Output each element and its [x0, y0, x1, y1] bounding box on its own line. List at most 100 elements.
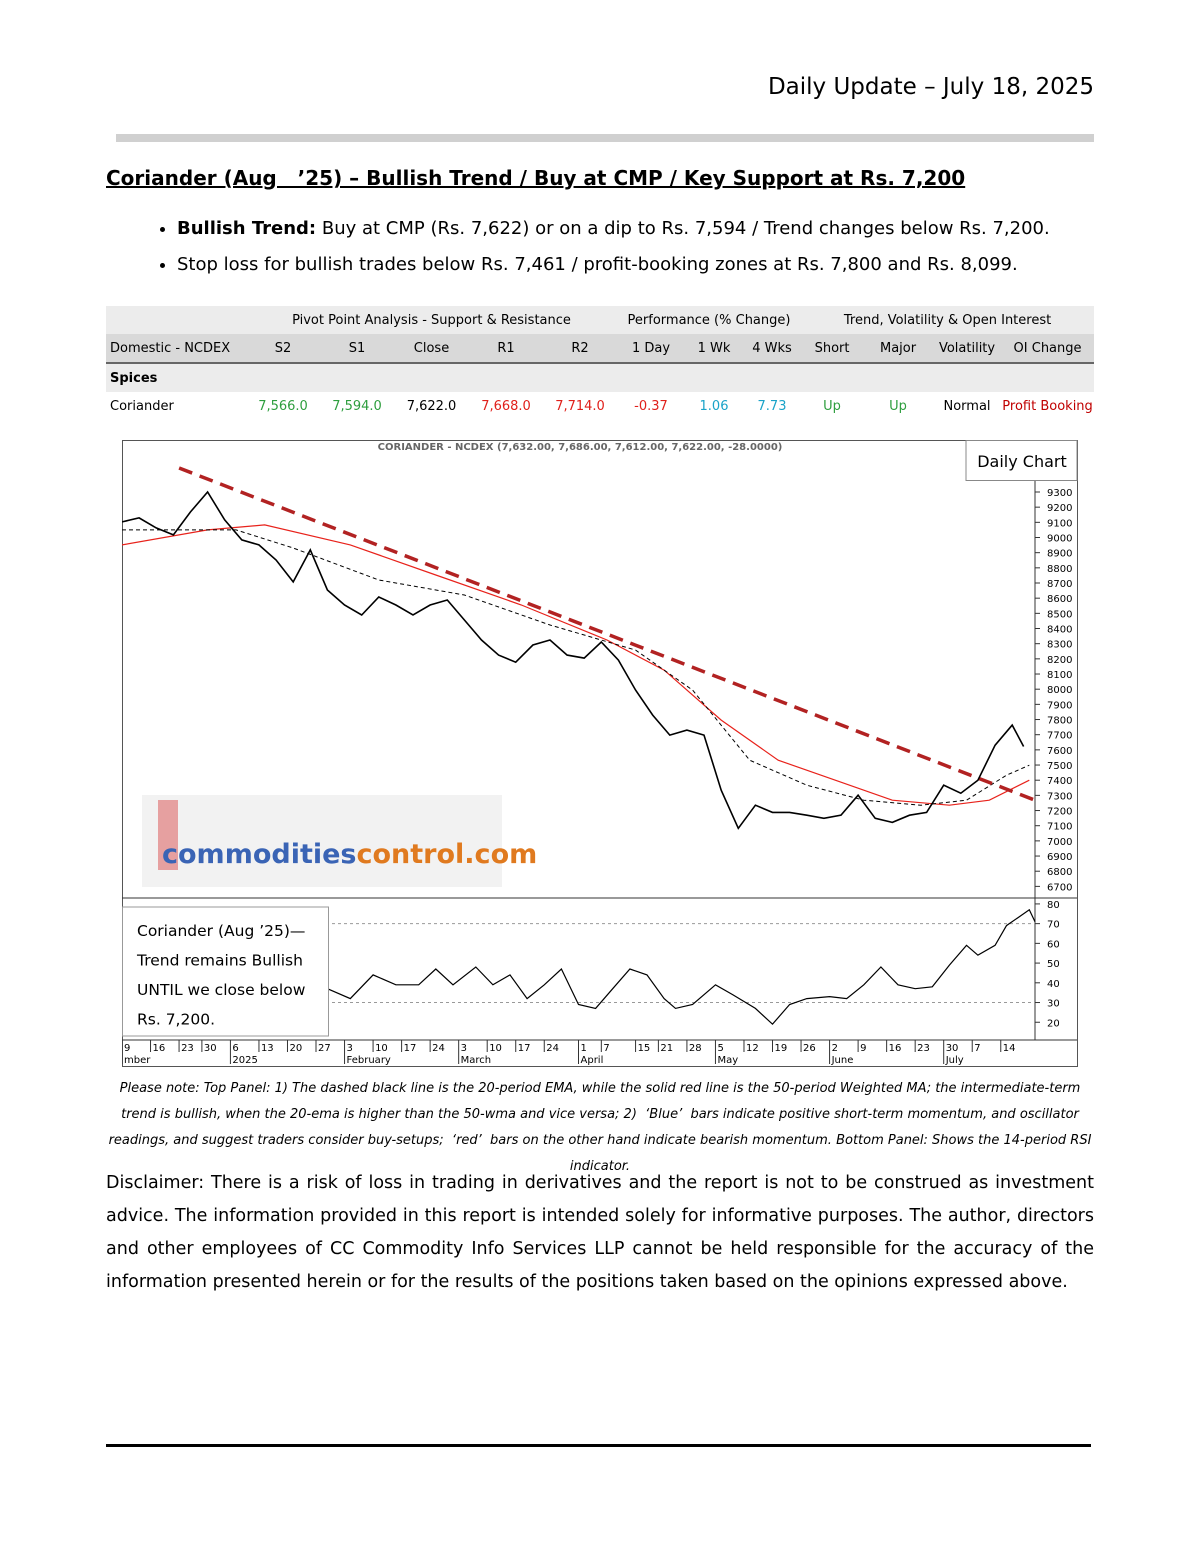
- header-bar: [116, 134, 1094, 142]
- x-tick-label: 23: [917, 1043, 930, 1054]
- y-tick-label: 8700: [1047, 579, 1072, 590]
- column-header: Volatility: [933, 334, 1002, 364]
- annotation-line: Coriander (Aug ’25)—: [137, 922, 305, 940]
- watermark-part: control.com: [357, 839, 538, 870]
- group-header: Performance (% Change): [617, 306, 802, 334]
- bullet-text: Buy at CMP (Rs. 7,622) or on a dip to Rs…: [321, 218, 1050, 239]
- x-tick-label: 30: [204, 1043, 217, 1054]
- x-tick-label: 15: [638, 1043, 651, 1054]
- y-tick-label: 7100: [1047, 822, 1072, 833]
- x-tick-label: 24: [546, 1043, 559, 1054]
- column-header: S1: [320, 334, 394, 364]
- x-tick-label: 7: [974, 1043, 980, 1054]
- x-tick-label: 27: [318, 1043, 331, 1054]
- x-tick-label: 16: [153, 1043, 166, 1054]
- y-tick-label: 8900: [1047, 549, 1072, 560]
- rsi-tick-label: 50: [1047, 959, 1060, 970]
- cell: 7,622.0: [406, 398, 457, 414]
- bullet: Bullish Trend: Buy at CMP (Rs. 7,622) or…: [177, 218, 1050, 254]
- rsi-tick-label: 30: [1047, 999, 1060, 1010]
- x-tick-label: 23: [181, 1043, 194, 1054]
- daily-chart-label: Daily Chart: [977, 452, 1067, 471]
- x-tick-label: 12: [746, 1043, 759, 1054]
- data-row: Coriander 7,566.0 7,594.0 7,622.0 7,668.0 7,7…: [106, 392, 1094, 420]
- cell: Profit Booking: [1002, 398, 1093, 414]
- y-tick-label: 8800: [1047, 564, 1072, 575]
- y-tick-label: 7300: [1047, 791, 1072, 802]
- x-tick-label: 21: [660, 1043, 673, 1054]
- annotation-line: UNTIL we close below: [137, 981, 306, 999]
- daily-chart-box: [965, 440, 1078, 481]
- x-tick-label: 14: [1003, 1043, 1016, 1054]
- column-header: 1 Day: [617, 334, 685, 364]
- section-label: Spices: [106, 363, 1095, 392]
- ema-line: [122, 529, 1030, 806]
- x-tick-label: 10: [489, 1043, 502, 1054]
- month-label: July: [945, 1055, 964, 1066]
- y-tick-label: 8000: [1047, 685, 1072, 696]
- cell: 7.73: [757, 398, 787, 414]
- y-tick-label: 6800: [1047, 867, 1072, 878]
- month-label: May: [717, 1055, 738, 1066]
- section-row: Spices: [106, 363, 1095, 392]
- column-header: Domestic - NCDEX: [106, 334, 246, 364]
- x-tick-label: 9: [860, 1043, 866, 1054]
- y-tick-label: 8400: [1047, 625, 1072, 636]
- cell: 7,668.0: [481, 398, 531, 414]
- cell: Normal: [943, 398, 991, 414]
- month-label: June: [831, 1055, 854, 1066]
- month-label: April: [581, 1055, 604, 1066]
- annotation-box: [122, 906, 329, 1037]
- column-header: Close: [394, 334, 469, 364]
- x-tick-label: 7: [603, 1043, 609, 1054]
- y-tick-label: 9100: [1047, 518, 1072, 529]
- month-label: March: [461, 1055, 491, 1066]
- x-tick-label: 28: [689, 1043, 702, 1054]
- y-tick-label: 7000: [1047, 837, 1072, 848]
- watermark-part: commodities: [162, 839, 357, 870]
- column-header: R1: [469, 334, 543, 364]
- x-tick-label: 9: [124, 1043, 130, 1054]
- y-tick-label: 8600: [1047, 594, 1072, 605]
- cell: Up: [823, 398, 841, 414]
- x-tick-label: 16: [889, 1043, 902, 1054]
- watermark: commoditiescontrol.com: [162, 839, 537, 870]
- rsi-tick-label: 40: [1047, 979, 1060, 990]
- y-tick-label: 6700: [1047, 882, 1072, 893]
- headline: Coriander (Aug ’25) – Bullish Trend / Bu…: [106, 166, 966, 190]
- y-tick-label: 8200: [1047, 655, 1072, 666]
- cell: [106, 306, 246, 334]
- month-label: mber: [124, 1055, 151, 1066]
- x-tick-label: 17: [404, 1043, 417, 1054]
- rsi-tick-label: 20: [1047, 1018, 1060, 1029]
- chart: commoditiescontrol.com CORIANDER - NCDEX …: [122, 440, 1078, 1067]
- x-tick-label: 24: [432, 1043, 445, 1054]
- y-tick-label: 7800: [1047, 716, 1072, 727]
- rsi-tick-label: 80: [1047, 900, 1060, 911]
- group-header-row: Pivot Point Analysis - Support & Resista…: [106, 306, 1095, 334]
- pivot-table: Pivot Point Analysis - Support & Resista…: [106, 306, 1095, 420]
- annotation-line: Rs. 7,200.: [137, 1011, 215, 1029]
- y-tick-label: 9300: [1047, 488, 1072, 499]
- group-header: Pivot Point Analysis - Support & Resista…: [246, 306, 617, 334]
- column-header: R2: [543, 334, 617, 364]
- cell: 7,566.0: [258, 398, 308, 414]
- y-tick-label: 8300: [1047, 640, 1072, 651]
- column-header: Short: [801, 334, 864, 364]
- y-tick-label: 7500: [1047, 761, 1072, 772]
- x-tick-label: 3: [461, 1043, 467, 1054]
- column-header: S2: [246, 334, 320, 364]
- y-tick-label: 7600: [1047, 746, 1072, 757]
- y-tick-label: 6900: [1047, 852, 1072, 863]
- header-title: Daily Update – July 18, 2025: [767, 74, 1094, 100]
- column-header-row: Domestic - NCDEX S2 S1 Close R1 R2 1 Day 1 Wk 4 …: [106, 334, 1095, 364]
- column-header: 4 Wks: [743, 334, 802, 364]
- x-tick-label: 3: [347, 1043, 353, 1054]
- bullet: Stop loss for bullish trades below Rs. 7…: [177, 254, 1050, 290]
- chart-note: Please note: Top Panel: 1) The dashed bl…: [108, 1081, 1096, 1174]
- column-header: OI Change: [1001, 334, 1095, 364]
- x-tick-label: 6: [232, 1043, 238, 1054]
- x-tick-label: 2: [832, 1043, 838, 1054]
- annotation-line: Trend remains Bullish: [136, 952, 303, 970]
- cell: 7,594.0: [332, 398, 382, 414]
